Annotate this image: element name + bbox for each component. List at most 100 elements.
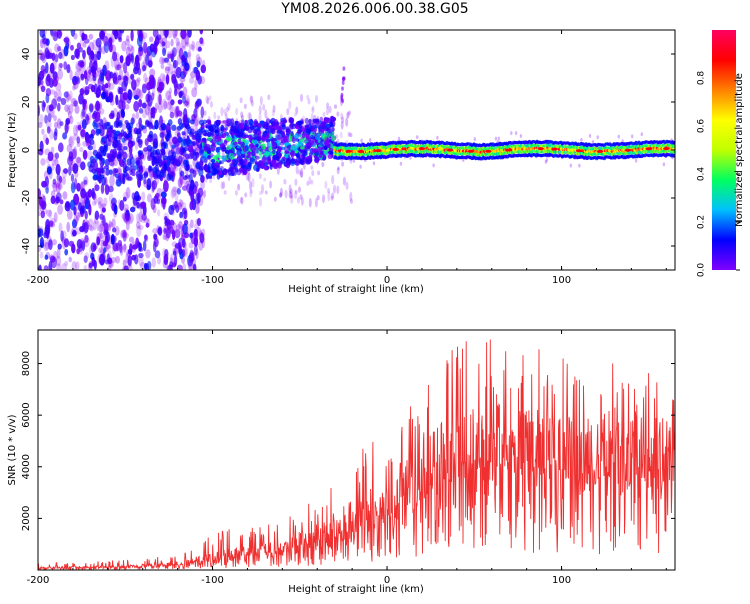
spectrogram-cell bbox=[143, 147, 149, 152]
spectrogram-cell bbox=[91, 76, 97, 84]
spectrogram-cell bbox=[252, 150, 256, 156]
spectrogram-cell bbox=[399, 161, 403, 166]
spectrogram-cell bbox=[175, 37, 180, 47]
spectrogram-cell bbox=[321, 161, 325, 168]
spectrogram-cell bbox=[101, 251, 106, 264]
spectrogram-cell bbox=[84, 234, 89, 244]
spectrogram-cell bbox=[173, 68, 178, 74]
spectrogram-cell bbox=[124, 165, 130, 172]
spectrogram-cell bbox=[327, 191, 331, 202]
spectrogram-cell bbox=[163, 224, 168, 233]
spectrogram-cell bbox=[87, 224, 93, 231]
spectrogram-cell bbox=[151, 125, 157, 130]
spectrogram-cell bbox=[53, 114, 57, 122]
spectrogram-cell bbox=[45, 228, 50, 239]
spectrogram-cell bbox=[184, 100, 190, 106]
spectrogram-cell bbox=[80, 73, 85, 79]
spectrogram-cell bbox=[80, 182, 84, 190]
spectrogram-cell bbox=[119, 199, 125, 212]
x-tick-label: -100 bbox=[201, 275, 224, 286]
spectrogram-cell bbox=[146, 178, 152, 190]
spectrogram-cell bbox=[124, 54, 131, 65]
spectrogram-cell bbox=[294, 189, 298, 195]
spectrogram-cell bbox=[201, 236, 206, 249]
spectrogram-cell bbox=[53, 211, 58, 223]
spectrogram-cell bbox=[64, 201, 71, 212]
spectrogram-cell bbox=[137, 150, 144, 156]
spectrogram-cell bbox=[47, 151, 54, 162]
spectrogram-cell bbox=[222, 127, 226, 136]
spectrogram-cell bbox=[311, 170, 315, 177]
spectrogram-cell bbox=[47, 156, 53, 162]
spectrogram-cell bbox=[282, 136, 289, 142]
spectrogram-cell bbox=[96, 151, 102, 159]
spectrogram-cell bbox=[121, 80, 128, 92]
spectrogram-cell bbox=[95, 93, 100, 99]
spectrogram-cell bbox=[318, 149, 322, 159]
spectrogram-cell bbox=[60, 49, 65, 60]
spectrogram-cell bbox=[55, 182, 61, 194]
spectrogram-cell bbox=[81, 205, 86, 214]
spectrogram-cell bbox=[179, 199, 184, 208]
spectrogram-cell bbox=[311, 146, 315, 155]
spectrogram-cell bbox=[249, 180, 253, 191]
spectrogram-cell bbox=[83, 255, 88, 264]
spectrogram-cell bbox=[53, 75, 60, 83]
spectrogram-cell bbox=[57, 69, 64, 80]
x-tick-label: -200 bbox=[27, 575, 50, 586]
spectrogram-cell bbox=[48, 104, 54, 112]
spectrogram-cell bbox=[295, 138, 300, 142]
spectrogram-cell bbox=[178, 110, 183, 117]
spectrogram-cell bbox=[181, 54, 186, 63]
spectrogram-cell bbox=[196, 133, 202, 141]
spectrogram-cell bbox=[286, 158, 292, 166]
spectrogram-cell bbox=[116, 144, 121, 151]
spectrogram-cell bbox=[161, 98, 168, 111]
spectrogram-cell bbox=[110, 197, 117, 206]
spectrogram-cell bbox=[185, 153, 190, 160]
spectrogram-cell bbox=[167, 53, 172, 59]
spectrogram-cell bbox=[159, 40, 165, 48]
spectrogram-cell bbox=[76, 136, 81, 144]
spectrogram-cell bbox=[266, 116, 269, 124]
spectrogram-cell bbox=[234, 165, 238, 174]
spectrogram-cell bbox=[436, 135, 439, 140]
spectrogram-cell bbox=[225, 169, 229, 176]
spectrogram-cell bbox=[227, 102, 231, 111]
spectrogram-cell bbox=[166, 60, 171, 66]
spectrogram-cell bbox=[119, 113, 125, 123]
spectrogram-cell bbox=[138, 211, 143, 223]
spectrogram-cell bbox=[51, 163, 55, 171]
spectrogram-cell bbox=[208, 95, 212, 101]
spectrogram-cell bbox=[290, 130, 294, 137]
spectrogram-cell bbox=[174, 30, 179, 37]
spectrogram-cell bbox=[145, 50, 151, 58]
spectrogram-cell bbox=[310, 165, 314, 170]
spectrogram-cell bbox=[335, 134, 339, 139]
spectrogram-cell bbox=[210, 100, 213, 108]
spectrogram-cell bbox=[95, 100, 100, 112]
spectrogram-cell bbox=[40, 79, 44, 86]
spectrogram-cell bbox=[187, 258, 194, 270]
spectrogram-cell bbox=[107, 153, 112, 159]
spectrogram-cell bbox=[52, 182, 58, 193]
spectrogram-cell bbox=[54, 121, 59, 129]
spectrogram-cell bbox=[133, 100, 140, 112]
spectrogram-cell bbox=[130, 30, 134, 42]
spectrogram-cell bbox=[101, 157, 106, 165]
spectrogram-cell bbox=[236, 156, 240, 166]
spectrogram-cell bbox=[104, 83, 109, 89]
spectrogram-cell bbox=[103, 165, 110, 170]
spectrogram-cell bbox=[38, 246, 42, 252]
spectrogram-cell bbox=[588, 133, 592, 138]
spectrogram-cell bbox=[123, 213, 130, 222]
spectrogram-cell bbox=[100, 183, 105, 195]
spectrogram-cell bbox=[80, 188, 87, 199]
spectrogram-cell bbox=[182, 118, 187, 127]
spectrogram-cell bbox=[146, 218, 151, 228]
spectrogram-cell bbox=[284, 148, 288, 156]
spectrogram-cell bbox=[130, 117, 135, 125]
spectrogram-cell bbox=[73, 100, 78, 107]
spectrogram-cell bbox=[163, 30, 169, 38]
spectrogram-cell bbox=[51, 239, 58, 246]
